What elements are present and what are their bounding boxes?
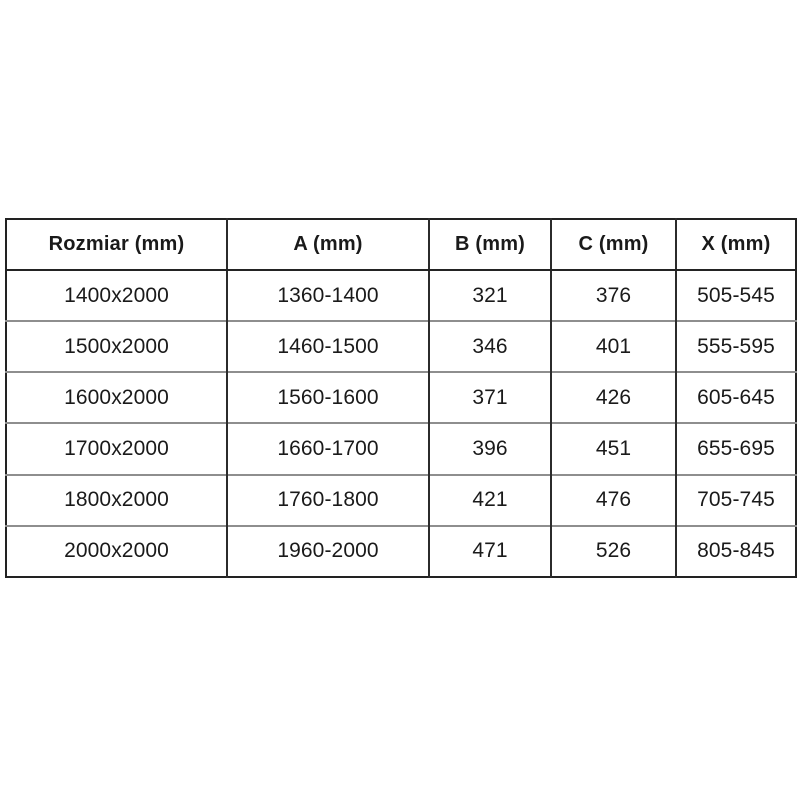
column-header-a: A (mm) <box>226 219 430 271</box>
cell-b: 396 <box>428 422 552 475</box>
table-row: 2000x2000 1960-2000 471 526 805-845 <box>6 524 796 577</box>
cell-size: 1600x2000 <box>6 371 228 424</box>
cell-a: 1360-1400 <box>226 270 430 322</box>
column-header-b: B (mm) <box>428 219 552 271</box>
table-header: Rozmiar (mm) A (mm) B (mm) C (mm) X (mm) <box>6 219 796 271</box>
cell-c: 451 <box>550 422 677 475</box>
table-row: 1500x2000 1460-1500 346 401 555-595 <box>6 320 796 373</box>
specification-table: Rozmiar (mm) A (mm) B (mm) C (mm) X (mm)… <box>5 218 797 578</box>
cell-a: 1760-1800 <box>226 473 430 526</box>
table-row: 1700x2000 1660-1700 396 451 655-695 <box>6 422 796 475</box>
cell-x: 805-845 <box>675 524 796 577</box>
cell-x: 705-745 <box>675 473 796 526</box>
cell-c: 401 <box>550 320 677 373</box>
cell-size: 1800x2000 <box>6 473 228 526</box>
cell-size: 1500x2000 <box>6 320 228 373</box>
cell-c: 376 <box>550 270 677 322</box>
table-row: 1600x2000 1560-1600 371 426 605-645 <box>6 371 796 424</box>
cell-a: 1660-1700 <box>226 422 430 475</box>
cell-b: 371 <box>428 371 552 424</box>
table-row: 1400x2000 1360-1400 321 376 505-545 <box>6 270 796 322</box>
table-header-row: Rozmiar (mm) A (mm) B (mm) C (mm) X (mm) <box>6 219 796 271</box>
column-header-c: C (mm) <box>550 219 677 271</box>
cell-a: 1460-1500 <box>226 320 430 373</box>
column-header-x: X (mm) <box>675 219 796 271</box>
cell-x: 555-595 <box>675 320 796 373</box>
cell-c: 426 <box>550 371 677 424</box>
cell-size: 1400x2000 <box>6 270 228 322</box>
cell-a: 1560-1600 <box>226 371 430 424</box>
cell-a: 1960-2000 <box>226 524 430 577</box>
cell-c: 526 <box>550 524 677 577</box>
cell-b: 346 <box>428 320 552 373</box>
cell-x: 605-645 <box>675 371 796 424</box>
cell-size: 1700x2000 <box>6 422 228 475</box>
cell-x: 655-695 <box>675 422 796 475</box>
cell-b: 471 <box>428 524 552 577</box>
table-body: 1400x2000 1360-1400 321 376 505-545 1500… <box>6 270 796 577</box>
cell-x: 505-545 <box>675 270 796 322</box>
table-row: 1800x2000 1760-1800 421 476 705-745 <box>6 473 796 526</box>
cell-c: 476 <box>550 473 677 526</box>
cell-b: 321 <box>428 270 552 322</box>
cell-b: 421 <box>428 473 552 526</box>
cell-size: 2000x2000 <box>6 524 228 577</box>
column-header-rozmiar: Rozmiar (mm) <box>6 219 228 271</box>
